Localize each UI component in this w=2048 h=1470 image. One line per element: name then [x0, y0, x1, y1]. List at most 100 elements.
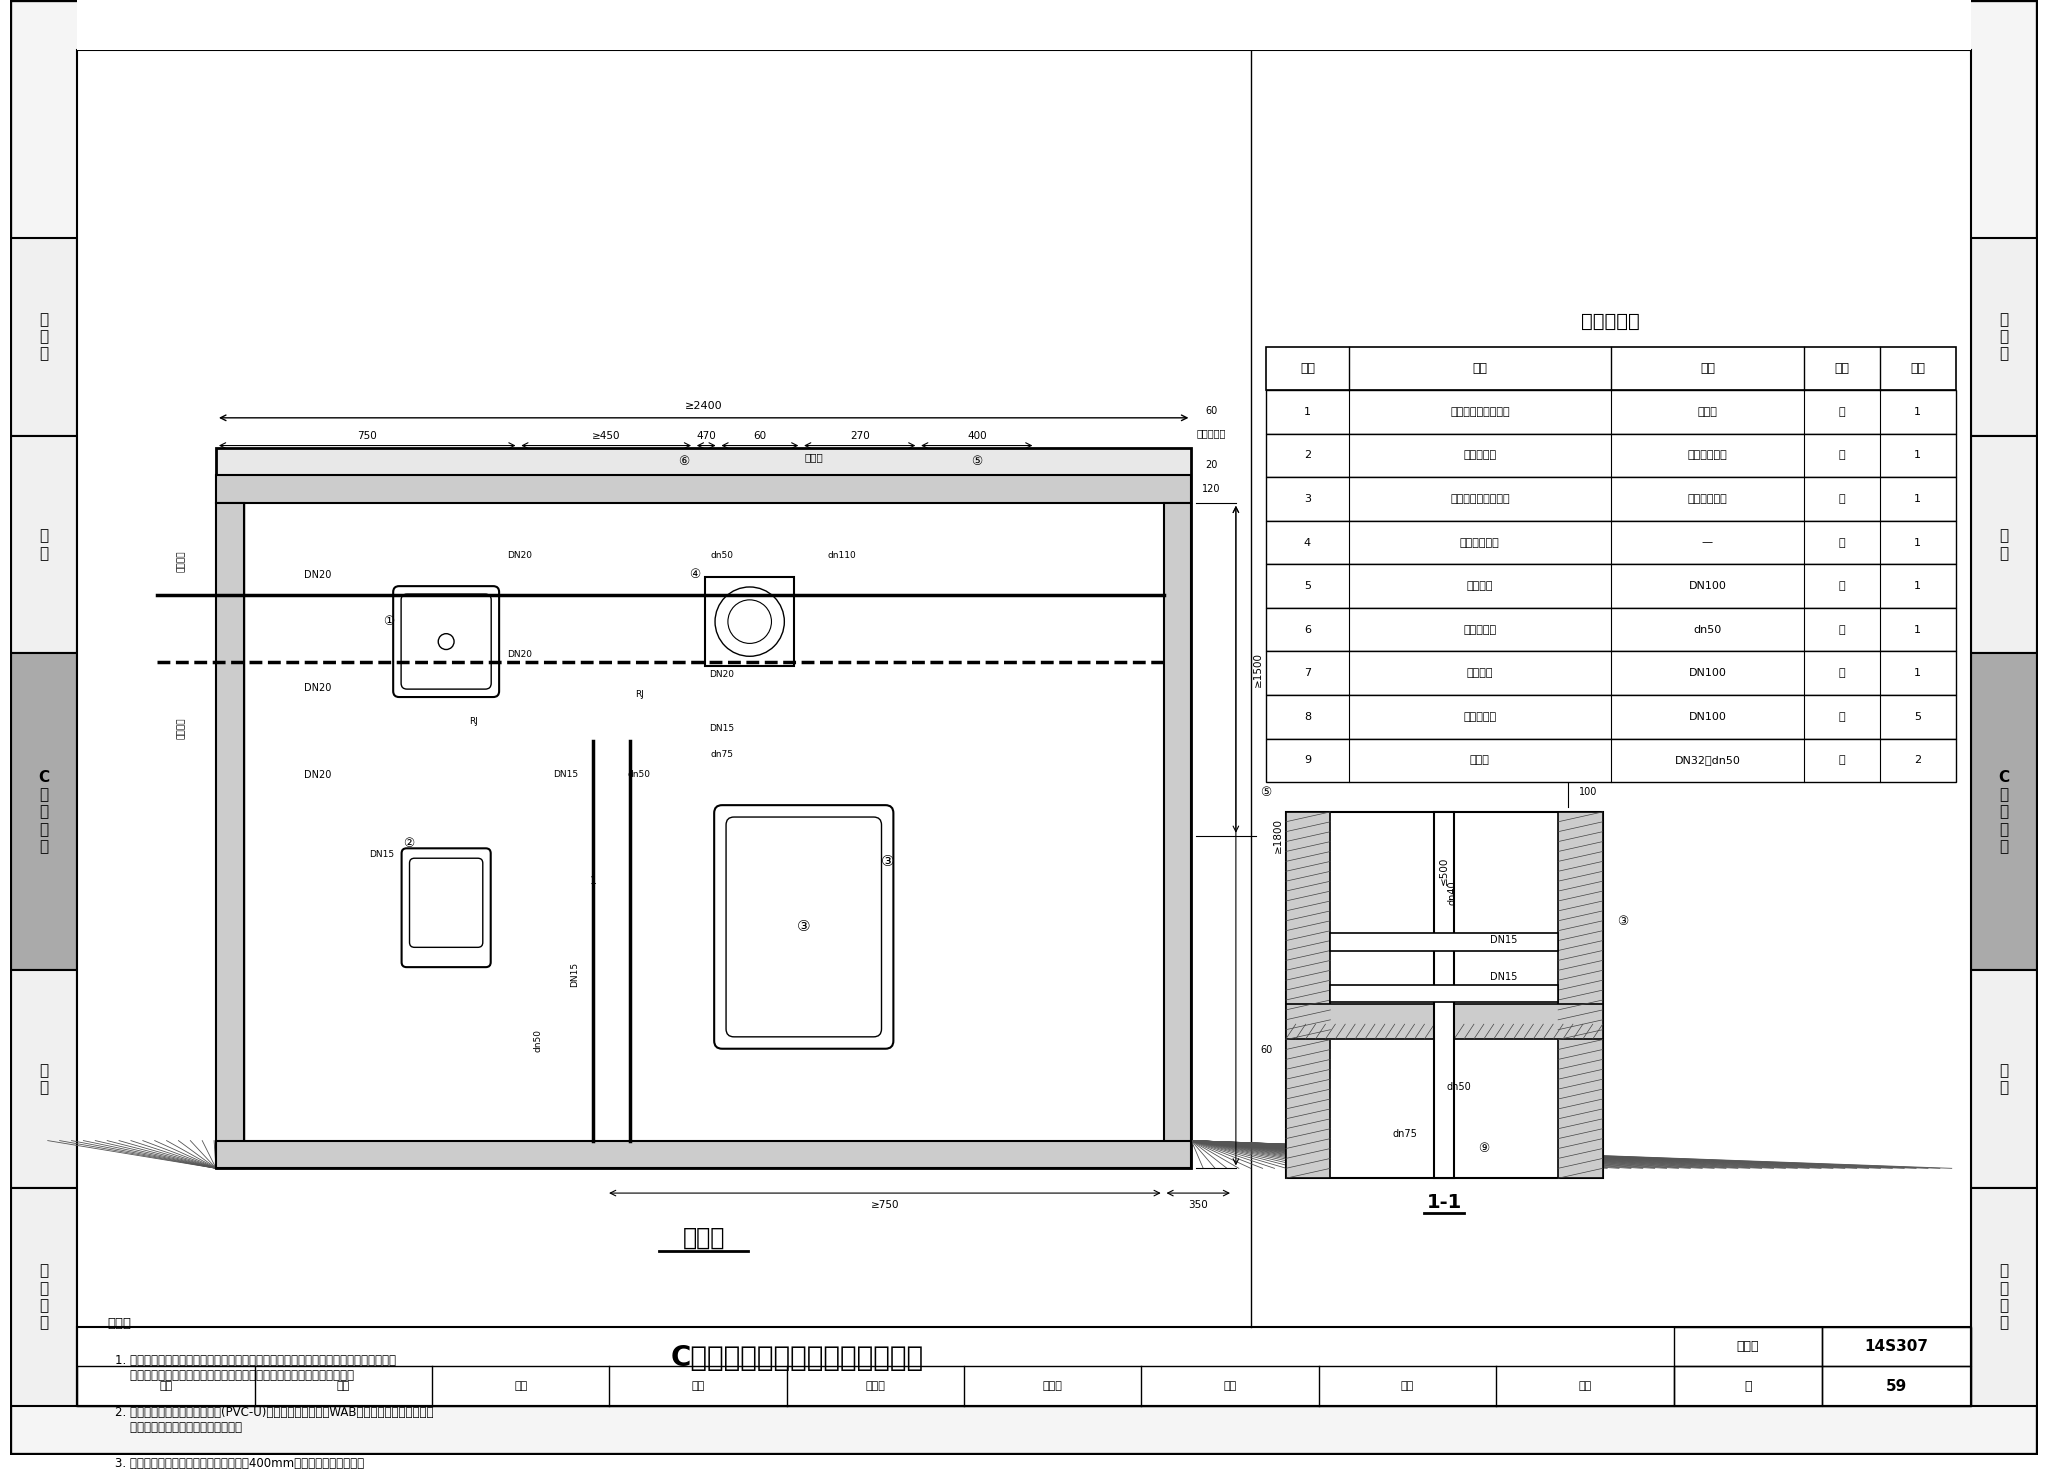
Text: 个: 个 [1839, 625, 1845, 635]
Text: 张彪: 张彪 [514, 1382, 528, 1391]
Text: 3. 本卫生间平面布置同时也适用于坑距为400mm等尺寸的坐式大便器。: 3. 本卫生间平面布置同时也适用于坑距为400mm等尺寸的坐式大便器。 [115, 1457, 365, 1470]
Circle shape [715, 587, 784, 656]
Text: dn75: dn75 [711, 750, 733, 759]
Text: 搪铁或亚克力: 搪铁或亚克力 [1688, 494, 1726, 504]
Text: 单柄混合水嘴洗脸盆: 单柄混合水嘴洗脸盆 [1450, 407, 1509, 417]
Text: DN15: DN15 [709, 723, 735, 732]
Text: 总
说
明: 总 说 明 [39, 312, 49, 362]
Text: 全自动洗衣机: 全自动洗衣机 [1460, 538, 1499, 548]
Text: 阳
台: 阳 台 [1999, 1063, 2009, 1095]
Bar [1673, 1366, 1823, 1405]
Text: ⑤: ⑤ [1260, 785, 1272, 798]
Bar [1673, 1327, 1823, 1366]
Bar [1331, 985, 1559, 1003]
Text: 1: 1 [1915, 538, 1921, 548]
Text: 有水封地漏: 有水封地漏 [1462, 625, 1497, 635]
Bar [1970, 654, 2038, 970]
Text: —: — [1702, 538, 1712, 548]
Text: 主要设备表: 主要设备表 [1581, 312, 1640, 331]
Text: 14S307: 14S307 [1864, 1339, 1929, 1354]
Text: 节
点
详
图: 节 点 详 图 [39, 1263, 49, 1330]
Bar [1286, 811, 1604, 1179]
Text: 检修口: 检修口 [805, 453, 823, 463]
Text: DN32、dn50: DN32、dn50 [1675, 756, 1741, 766]
Text: ③: ③ [881, 854, 895, 869]
Text: 1: 1 [1915, 669, 1921, 678]
Text: 套: 套 [1839, 450, 1845, 460]
Text: 9: 9 [1305, 756, 1311, 766]
Text: dn50: dn50 [711, 551, 733, 560]
Text: 名称: 名称 [1473, 362, 1487, 375]
Text: DN20: DN20 [303, 684, 332, 694]
Text: 2. 本图排水支管采用硬聚氯乙烯(PVC-U)排水管，排水立管按WAB特殊单立管柔性接口机制
    铸铁排水管，不锈钢卡箍连接绘制。: 2. 本图排水支管采用硬聚氯乙烯(PVC-U)排水管，排水立管按WAB特殊单立管… [115, 1405, 434, 1433]
FancyBboxPatch shape [393, 587, 500, 697]
Text: C
型
卫
生
间: C 型 卫 生 间 [39, 770, 49, 854]
Text: 套: 套 [1839, 494, 1845, 504]
Text: 校对: 校对 [692, 1382, 705, 1391]
Text: 阳
台: 阳 台 [39, 1063, 49, 1095]
Bar [1286, 811, 1331, 1179]
Bar [78, 1327, 1970, 1405]
Text: 万水: 万水 [1579, 1382, 1591, 1391]
FancyBboxPatch shape [727, 817, 881, 1036]
Text: 1: 1 [1915, 581, 1921, 591]
Text: 1: 1 [1915, 450, 1921, 460]
Bar [1970, 970, 2038, 1188]
Text: 给自来水: 给自来水 [176, 717, 186, 739]
Bar [217, 503, 244, 1169]
Text: 审核: 审核 [160, 1382, 172, 1391]
Bar [217, 1141, 1192, 1169]
Text: 导流三通: 导流三通 [1466, 669, 1493, 678]
Bar [217, 447, 1192, 1169]
Bar [10, 654, 78, 970]
Text: ≥2400: ≥2400 [684, 401, 723, 412]
Text: C型卫生间给排水管道安装方案五: C型卫生间给排水管道安装方案五 [670, 1345, 924, 1373]
Text: 不锈钢卡箍: 不锈钢卡箍 [1462, 711, 1497, 722]
Text: ≥750: ≥750 [870, 1200, 899, 1210]
Text: 3: 3 [1305, 494, 1311, 504]
Text: ⑥: ⑥ [678, 454, 690, 467]
Text: 1: 1 [590, 876, 596, 886]
Bar [10, 435, 78, 654]
Text: DN20: DN20 [303, 770, 332, 779]
Circle shape [727, 600, 772, 644]
Bar [1266, 520, 1956, 564]
Text: dn50: dn50 [629, 770, 651, 779]
Text: 单柄水嘴无裙边浴盆: 单柄水嘴无裙边浴盆 [1450, 494, 1509, 504]
Text: DN100: DN100 [1688, 581, 1726, 591]
Bar [217, 475, 1192, 503]
Text: ≤500: ≤500 [1440, 857, 1450, 885]
Text: dn50: dn50 [1694, 625, 1722, 635]
Text: ③: ③ [797, 919, 811, 935]
Text: 5: 5 [1305, 581, 1311, 591]
Text: ⑤: ⑤ [971, 454, 983, 467]
Bar [1286, 1004, 1604, 1039]
Bar [1266, 390, 1956, 434]
Text: 挂墙式: 挂墙式 [1698, 407, 1718, 417]
Text: 6: 6 [1305, 625, 1311, 635]
FancyBboxPatch shape [715, 806, 893, 1048]
Text: DN20: DN20 [508, 650, 532, 660]
FancyBboxPatch shape [410, 858, 483, 947]
Bar [244, 475, 1163, 1141]
Text: 2: 2 [1915, 756, 1921, 766]
Text: dn50: dn50 [535, 1029, 543, 1053]
Text: ②: ② [403, 836, 414, 850]
Bar [1970, 435, 2038, 654]
Text: 万水: 万水 [1401, 1382, 1413, 1391]
Text: DN100: DN100 [1688, 711, 1726, 722]
Bar [1266, 695, 1956, 738]
Text: DN15: DN15 [369, 850, 395, 858]
Text: 5: 5 [1915, 711, 1921, 722]
Text: 厨
房: 厨 房 [39, 528, 49, 560]
Text: 1: 1 [1305, 407, 1311, 417]
Text: 页: 页 [1745, 1380, 1751, 1392]
Bar [10, 238, 78, 435]
Text: ①: ① [383, 616, 395, 628]
Text: 270: 270 [850, 431, 870, 441]
Bar [1434, 811, 1454, 1179]
Text: 平面图: 平面图 [682, 1226, 725, 1250]
Bar [1266, 434, 1956, 478]
Text: 编号: 编号 [1300, 362, 1315, 375]
Text: 套: 套 [1839, 407, 1845, 417]
